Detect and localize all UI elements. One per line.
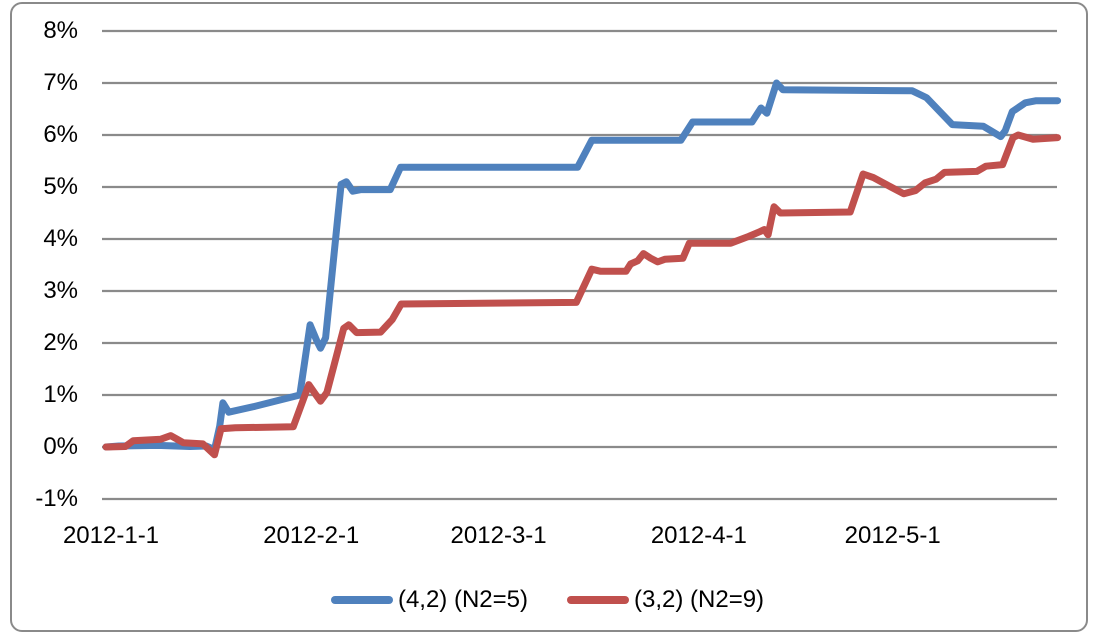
legend-label: (4,2) (N2=5) (397, 586, 528, 613)
series-3-2-n2-9-line (102, 131, 1062, 459)
x-axis-tick-label: 2012-2-1 (263, 522, 360, 549)
legend-item-series-3-2-n2-9: (3,2) (N2=9) (567, 586, 764, 614)
legend-label: (3,2) (N2=9) (634, 586, 765, 613)
series-4-2-n2-5-line (102, 79, 1062, 454)
legend-line-swatch-icon (567, 596, 629, 604)
y-axis-tick-label: 4% (43, 225, 78, 252)
y-axis-tick-label: 3% (43, 277, 78, 304)
x-axis-tick-label: 2012-3-1 (450, 522, 547, 549)
x-axis-tick-label: 2012-5-1 (844, 522, 941, 549)
y-axis-tick-label: 6% (43, 121, 78, 148)
y-axis-tick-label: -1% (35, 485, 78, 512)
x-axis-tick-label: 2012-4-1 (650, 522, 747, 549)
x-axis-tick-label: 2012-1-1 (62, 522, 160, 549)
y-axis-tick-label: 5% (43, 173, 78, 200)
chart-frame (10, 2, 1088, 632)
legend-item-series-4-2-n2-5: (4,2) (N2=5) (330, 586, 528, 614)
y-axis-tick-label: 2% (43, 329, 78, 356)
legend: (4,2) (N2=5) (3,2) (N2=9) (0, 586, 1095, 614)
y-axis-tick-label: 0% (43, 433, 78, 460)
y-axis-tick-label: 7% (43, 69, 78, 96)
y-axis-tick-label: 8% (43, 17, 78, 44)
y-axis-tick-label: 1% (43, 381, 78, 408)
legend-line-swatch-icon (330, 596, 393, 604)
